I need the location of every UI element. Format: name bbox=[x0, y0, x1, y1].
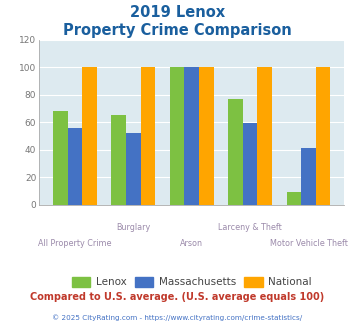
Text: All Property Crime: All Property Crime bbox=[38, 239, 111, 248]
Text: 2019 Lenox: 2019 Lenox bbox=[130, 5, 225, 20]
Text: Compared to U.S. average. (U.S. average equals 100): Compared to U.S. average. (U.S. average … bbox=[31, 292, 324, 302]
Bar bbox=[67, 128, 82, 205]
Bar bbox=[170, 67, 184, 205]
Text: Burglary: Burglary bbox=[116, 223, 151, 232]
Bar bbox=[82, 67, 97, 205]
Bar bbox=[243, 123, 257, 205]
Bar bbox=[286, 192, 301, 205]
Text: Motor Vehicle Theft: Motor Vehicle Theft bbox=[270, 239, 348, 248]
Bar bbox=[184, 67, 199, 205]
Bar bbox=[257, 67, 272, 205]
Bar bbox=[301, 148, 316, 205]
Bar bbox=[53, 111, 67, 205]
Text: Arson: Arson bbox=[180, 239, 203, 248]
Bar bbox=[199, 67, 214, 205]
Text: Property Crime Comparison: Property Crime Comparison bbox=[63, 23, 292, 38]
Text: Larceny & Theft: Larceny & Theft bbox=[218, 223, 282, 232]
Text: © 2025 CityRating.com - https://www.cityrating.com/crime-statistics/: © 2025 CityRating.com - https://www.city… bbox=[53, 314, 302, 321]
Bar bbox=[228, 99, 243, 205]
Bar bbox=[111, 115, 126, 205]
Legend: Lenox, Massachusetts, National: Lenox, Massachusetts, National bbox=[67, 273, 316, 291]
Bar bbox=[316, 67, 331, 205]
Bar bbox=[141, 67, 155, 205]
Bar bbox=[126, 133, 141, 205]
